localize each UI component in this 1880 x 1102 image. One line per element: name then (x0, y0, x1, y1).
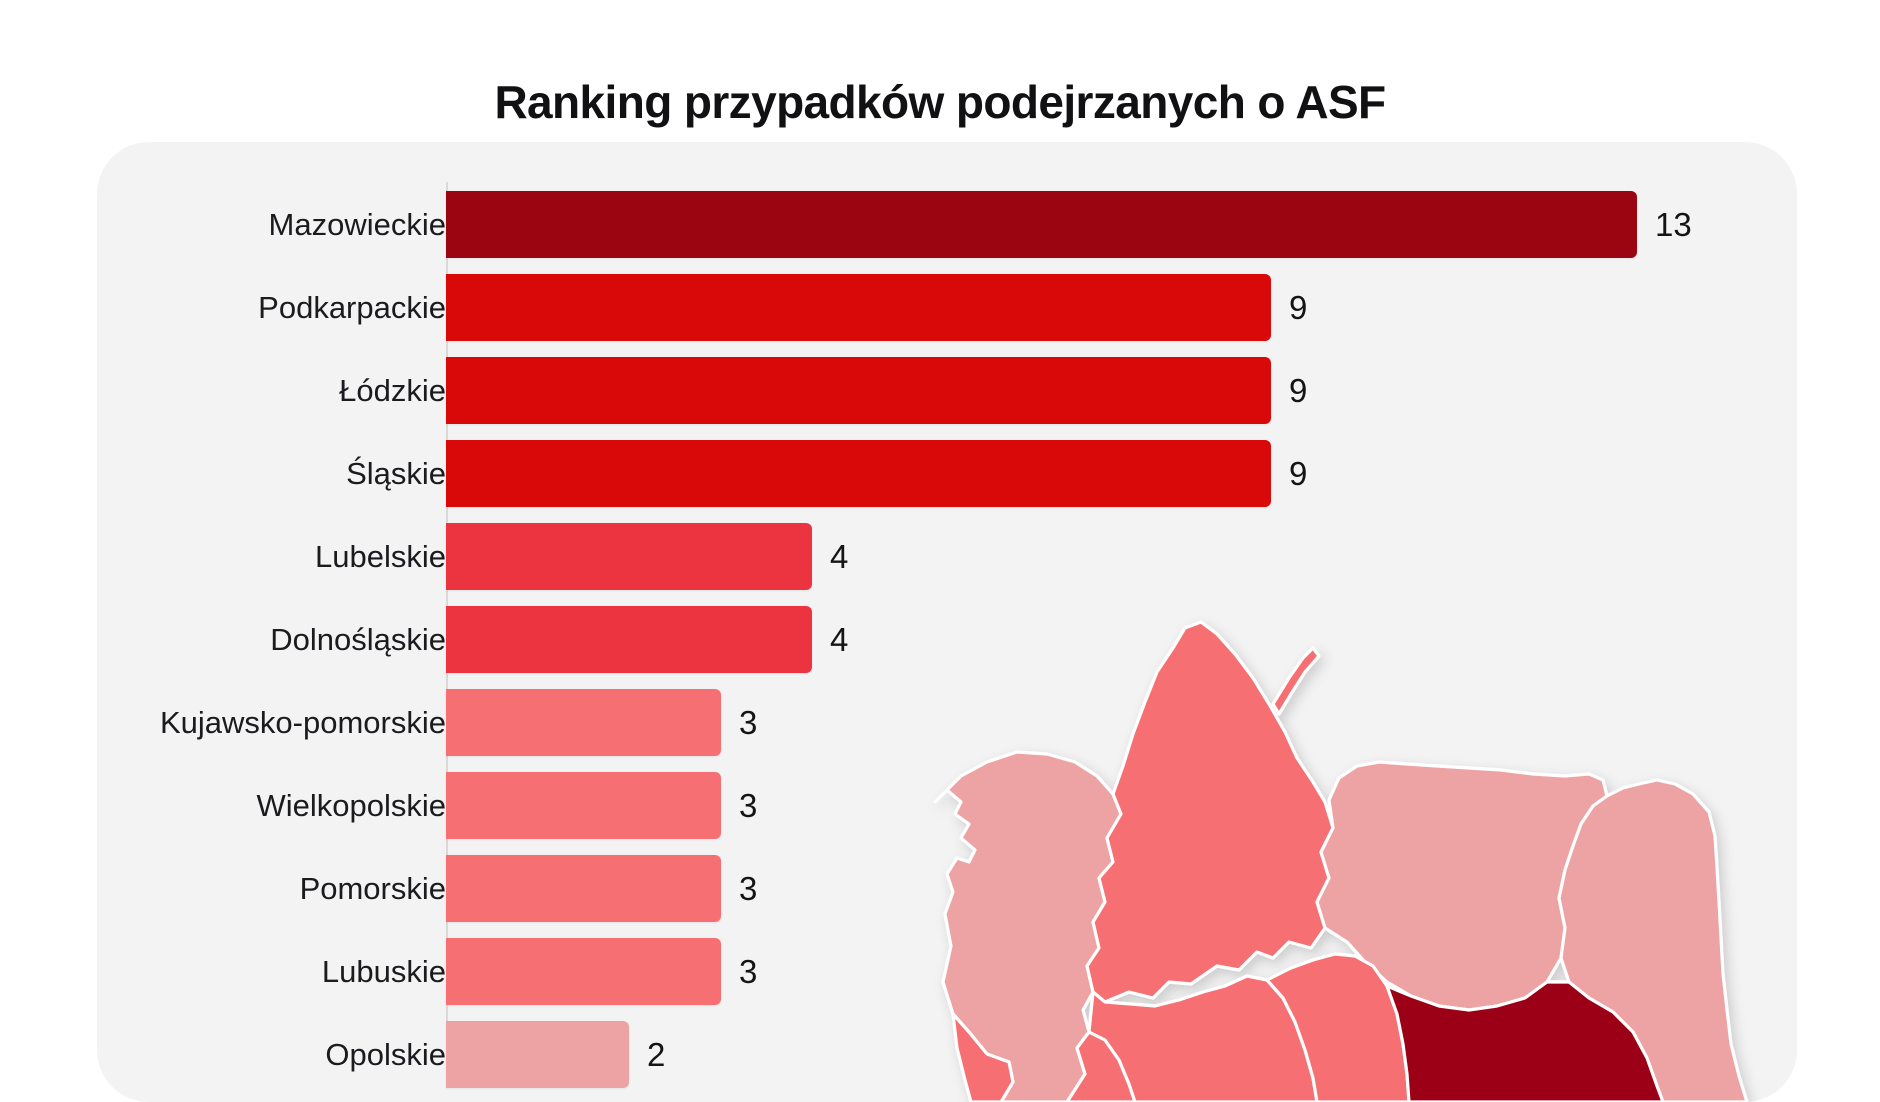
bar-track (446, 606, 812, 673)
bar-track (446, 440, 1271, 507)
bar-row: Lubuskie 3 (97, 938, 1197, 1005)
bar-row: Śląskie 9 (97, 440, 1307, 507)
bar-value-label: 3 (739, 704, 758, 741)
bar-category-label: Opolskie (325, 1037, 446, 1072)
bar-value-label: 4 (830, 621, 849, 658)
bar-category-label: Podkarpackie (258, 290, 446, 325)
bar-fill[interactable] (446, 938, 721, 1005)
bar-category-label: Mazowieckie (268, 207, 446, 242)
bar-row: Dolnośląskie 4 (97, 606, 1197, 673)
bar-row: Wielkopolskie 3 (97, 772, 1197, 839)
map-region-warminsko-mazurskie (1315, 760, 1609, 1012)
bar-value-label: 3 (739, 787, 758, 824)
map-region-kujawsko-pomorskie (1265, 952, 1411, 1102)
bar-track (446, 855, 721, 922)
bar-track (446, 938, 721, 1005)
bar-category-label: Lubelskie (315, 539, 446, 574)
bar-track (446, 772, 721, 839)
bar-track (446, 1021, 629, 1088)
bar-chart: Mazowieckie 13 Podkarpackie 9 Łódzkie 9 Śląski… (97, 142, 1692, 1102)
bar-category-label: Łódzkie (339, 373, 446, 408)
bar-row: Podkarpackie 9 (97, 274, 1307, 341)
bar-value-label: 3 (739, 953, 758, 990)
bar-fill[interactable] (446, 606, 812, 673)
bar-row: Pomorskie 3 (97, 855, 1197, 922)
bar-category-label: Lubuskie (321, 954, 446, 989)
bar-fill[interactable] (446, 523, 812, 590)
bar-fill[interactable] (446, 689, 721, 756)
bar-value-label: 4 (830, 538, 849, 575)
bar-track (446, 191, 1637, 258)
bar-value-label: 2 (647, 1036, 666, 1073)
map-region-hel-spit (1271, 646, 1321, 716)
bar-value-label: 9 (1289, 455, 1308, 492)
bar-fill[interactable] (446, 855, 721, 922)
bar-value-label: 13 (1655, 206, 1692, 243)
bar-row: Łódzkie 9 (97, 357, 1307, 424)
bar-category-label: Śląskie (346, 456, 446, 491)
bar-category-label: Pomorskie (299, 871, 446, 906)
bar-fill[interactable] (446, 440, 1271, 507)
map-region-podlaskie (1557, 778, 1749, 1102)
bar-row: Kujawsko-pomorskie 3 (97, 689, 1197, 756)
bar-fill[interactable] (446, 1021, 629, 1088)
bar-fill[interactable] (446, 772, 721, 839)
bar-value-label: 3 (739, 870, 758, 907)
bar-row: Opolskie 2 (97, 1021, 1197, 1088)
bar-category-label: Kujawsko-pomorskie (160, 705, 446, 740)
bar-track (446, 274, 1271, 341)
page-title-line-1: Ranking przypadków podejrzanych o ASF (494, 76, 1386, 129)
bar-row: Mazowieckie 13 (97, 191, 1692, 258)
bar-value-label: 9 (1289, 372, 1308, 409)
bar-track (446, 523, 812, 590)
bar-fill[interactable] (446, 274, 1271, 341)
bar-category-label: Dolnośląskie (270, 622, 446, 657)
bar-row: Lubelskie 4 (97, 523, 1197, 590)
map-region-mazowieckie (1385, 980, 1665, 1102)
bar-track (446, 689, 721, 756)
bar-value-label: 9 (1289, 289, 1308, 326)
bar-fill[interactable] (446, 357, 1271, 424)
bar-track (446, 357, 1271, 424)
bar-category-label: Wielkopolskie (256, 788, 446, 823)
chart-card: Mazowieckie 13 Podkarpackie 9 Łódzkie 9 Śląski… (97, 142, 1797, 1102)
bar-fill[interactable] (446, 191, 1637, 258)
